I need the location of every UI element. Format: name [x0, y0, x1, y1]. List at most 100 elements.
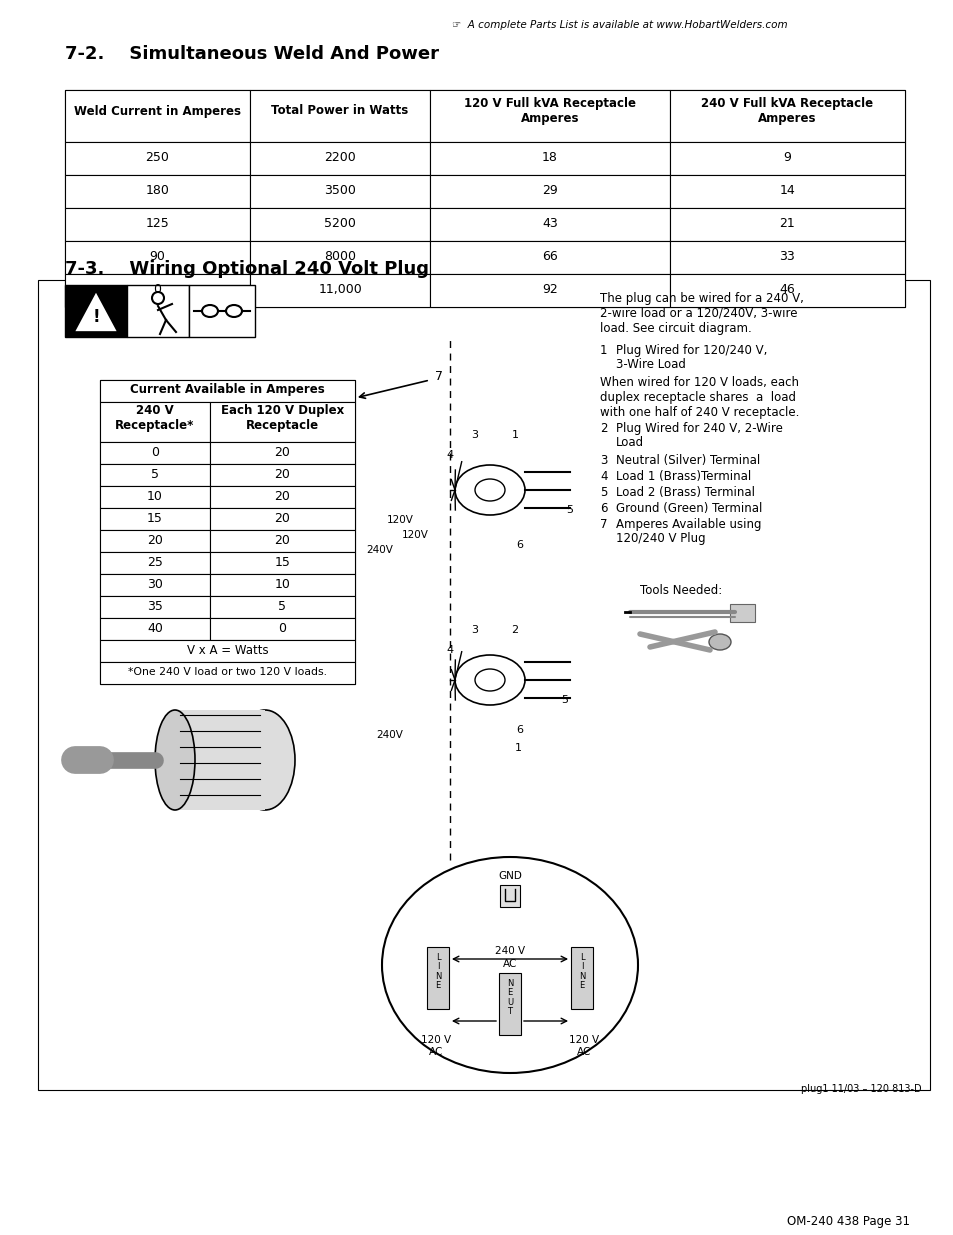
Bar — [127, 285, 189, 337]
Text: 180: 180 — [145, 184, 170, 198]
Text: 90: 90 — [150, 249, 165, 263]
Bar — [100, 597, 210, 618]
Text: L
I
N
E: L I N E — [435, 953, 440, 990]
Text: 7: 7 — [435, 369, 442, 383]
Text: 40: 40 — [147, 621, 163, 635]
Text: 125: 125 — [146, 217, 169, 230]
Text: 5200: 5200 — [324, 217, 355, 230]
Bar — [100, 508, 210, 530]
Text: 5: 5 — [599, 487, 607, 499]
Text: 20: 20 — [274, 489, 290, 503]
Bar — [210, 442, 355, 464]
Bar — [430, 175, 669, 207]
Ellipse shape — [708, 634, 730, 650]
Text: 120 V: 120 V — [568, 1035, 598, 1045]
Bar — [669, 241, 904, 274]
Bar — [210, 597, 355, 618]
Text: 10: 10 — [274, 578, 290, 590]
Bar — [100, 380, 355, 403]
Bar — [430, 274, 669, 308]
Bar — [250, 241, 430, 274]
Text: 46: 46 — [779, 283, 795, 296]
Text: Weld Current in Amperes: Weld Current in Amperes — [73, 105, 241, 117]
Text: 25: 25 — [147, 556, 163, 568]
Text: 250: 250 — [145, 151, 170, 164]
Text: 7-3.    Wiring Optional 240 Volt Plug: 7-3. Wiring Optional 240 Volt Plug — [65, 261, 429, 278]
Text: 2: 2 — [599, 422, 607, 435]
Text: 30: 30 — [147, 578, 163, 590]
Bar — [498, 973, 520, 1035]
Text: 3: 3 — [471, 430, 478, 440]
Text: 3: 3 — [599, 454, 607, 467]
Text: OM-240 438 Page 31: OM-240 438 Page 31 — [786, 1215, 909, 1228]
Bar — [100, 464, 210, 487]
Bar — [430, 142, 669, 175]
Bar — [250, 207, 430, 241]
Text: When wired for 120 V loads, each
duplex receptacle shares  a  load
with one half: When wired for 120 V loads, each duplex … — [599, 375, 799, 419]
Text: Plug Wired for 120/240 V,: Plug Wired for 120/240 V, — [616, 345, 766, 357]
Text: 20: 20 — [274, 446, 290, 458]
Text: 20: 20 — [274, 511, 290, 525]
Bar — [669, 142, 904, 175]
Bar — [65, 274, 250, 308]
Ellipse shape — [475, 479, 504, 501]
Text: Load 2 (Brass) Terminal: Load 2 (Brass) Terminal — [616, 487, 754, 499]
Bar — [65, 90, 904, 308]
Text: Amperes Available using: Amperes Available using — [616, 517, 760, 531]
Text: Ground (Green) Terminal: Ground (Green) Terminal — [616, 501, 761, 515]
Text: 43: 43 — [541, 217, 558, 230]
Text: 1: 1 — [514, 743, 521, 753]
Bar — [210, 464, 355, 487]
Text: Neutral (Silver) Terminal: Neutral (Silver) Terminal — [616, 454, 760, 467]
Text: ☞  A complete Parts List is available at www.HobartWelders.com: ☞ A complete Parts List is available at … — [452, 20, 787, 30]
Bar — [427, 947, 449, 1009]
Bar — [669, 175, 904, 207]
Text: Load 1 (Brass)Terminal: Load 1 (Brass)Terminal — [616, 471, 750, 483]
Text: 2: 2 — [511, 625, 518, 635]
Bar — [65, 285, 127, 337]
Text: 0: 0 — [153, 283, 161, 296]
Text: 5: 5 — [566, 505, 573, 515]
Text: Plug Wired for 240 V, 2-Wire: Plug Wired for 240 V, 2-Wire — [616, 422, 782, 435]
Bar — [65, 175, 250, 207]
Text: plug1 11/03 – 120 813-D: plug1 11/03 – 120 813-D — [801, 1084, 921, 1094]
Text: 120 V: 120 V — [420, 1035, 451, 1045]
Bar — [100, 574, 210, 597]
Text: 4: 4 — [446, 645, 453, 655]
Bar — [210, 530, 355, 552]
Bar — [100, 403, 210, 442]
Text: The plug can be wired for a 240 V,
2-wire load or a 120/240V, 3-wire
load. See c: The plug can be wired for a 240 V, 2-wir… — [599, 291, 803, 335]
Bar — [669, 90, 904, 142]
Text: 18: 18 — [541, 151, 558, 164]
Ellipse shape — [381, 857, 638, 1073]
Bar — [210, 618, 355, 640]
Bar — [65, 90, 250, 142]
Bar — [250, 90, 430, 142]
Bar — [100, 662, 355, 684]
Text: 15: 15 — [274, 556, 290, 568]
Bar — [430, 90, 669, 142]
Text: 21: 21 — [779, 217, 795, 230]
Text: 33: 33 — [779, 249, 795, 263]
Bar — [210, 508, 355, 530]
Text: 20: 20 — [147, 534, 163, 547]
Text: AC: AC — [502, 960, 517, 969]
Text: 8000: 8000 — [324, 249, 355, 263]
Bar — [65, 207, 250, 241]
Bar — [100, 552, 210, 574]
Text: 4: 4 — [599, 471, 607, 483]
Text: 240V: 240V — [366, 545, 393, 555]
Text: 3500: 3500 — [324, 184, 355, 198]
Text: 240V: 240V — [376, 730, 403, 740]
Text: 7-2.    Simultaneous Weld And Power: 7-2. Simultaneous Weld And Power — [65, 44, 438, 63]
Text: L
I
N
E: L I N E — [578, 953, 584, 990]
Text: 5: 5 — [561, 695, 568, 705]
Text: 240 V: 240 V — [495, 946, 524, 956]
Bar — [430, 241, 669, 274]
Text: 14: 14 — [779, 184, 795, 198]
Bar — [38, 280, 929, 1091]
Text: Load: Load — [616, 436, 643, 450]
Bar — [100, 487, 210, 508]
Bar — [499, 885, 519, 906]
Text: *One 240 V load or two 120 V loads.: *One 240 V load or two 120 V loads. — [128, 667, 327, 677]
